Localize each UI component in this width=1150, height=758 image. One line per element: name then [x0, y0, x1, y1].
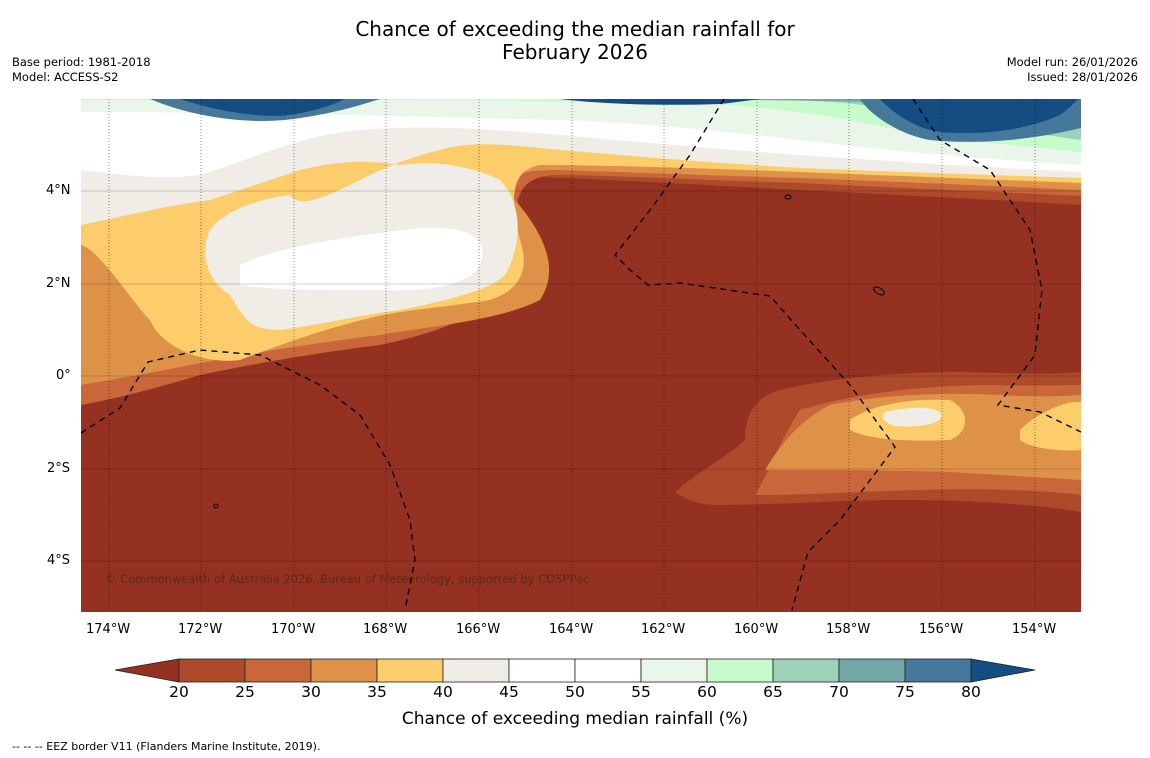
lat-label: 2°N: [46, 276, 71, 291]
lon-label: 154°W: [1012, 622, 1057, 637]
lat-label: 4°N: [46, 183, 71, 198]
colorbar-segment: [376, 658, 444, 683]
lat-label: 4°S: [47, 553, 71, 568]
colorbar-tick: 45: [499, 683, 519, 701]
meta-left: Base period: 1981-2018 Model: ACCESS-S2: [12, 55, 151, 85]
colorbar-segment: [640, 658, 708, 683]
lon-label: 164°W: [549, 622, 594, 637]
title-line-1: Chance of exceeding the median rainfall …: [355, 17, 795, 41]
colorbar-low-arrow: [114, 658, 180, 683]
lat-label: 0°: [56, 368, 71, 383]
colorbar-segment: [574, 658, 642, 683]
colorbar-tick: 55: [631, 683, 651, 701]
colorbar-segment: [706, 658, 774, 683]
colorbar: [114, 658, 1036, 683]
colorbar-segment: [838, 658, 906, 683]
lon-label: 170°W: [271, 622, 316, 637]
colorbar-tick: 35: [367, 683, 387, 701]
copyright-notice: © Commonwealth of Australia 2026, Bureau…: [105, 572, 590, 586]
colorbar-tick-labels: 20 25 30 35 40 45 50 55 60 65 70 75 80: [0, 683, 1150, 705]
colorbar-segment: [310, 658, 378, 683]
lon-label: 166°W: [456, 622, 501, 637]
colorbar-high-arrow: [970, 658, 1036, 683]
eez-footnote: -- -- -- EEZ border V11 (Flanders Marine…: [12, 740, 321, 753]
colorbar-label: Chance of exceeding median rainfall (%): [401, 709, 749, 729]
colorbar-tick: 30: [301, 683, 321, 701]
model-run: Model run: 26/01/2026: [1006, 55, 1138, 69]
issued-date: Issued: 28/01/2026: [1027, 70, 1138, 84]
lon-label: 158°W: [826, 622, 871, 637]
lon-label: 168°W: [363, 622, 408, 637]
lon-label: 174°W: [86, 622, 131, 637]
colorbar-tick: 20: [169, 683, 189, 701]
lon-label: 160°W: [734, 622, 779, 637]
meta-right: Model run: 26/01/2026 Issued: 28/01/2026: [1007, 55, 1138, 85]
colorbar-tick: 50: [565, 683, 585, 701]
colorbar-segment: [244, 658, 312, 683]
colorbar-tick: 25: [235, 683, 255, 701]
lat-label: 2°S: [47, 461, 71, 476]
colorbar-tick: 75: [895, 683, 915, 701]
title-line-2: February 2026: [502, 40, 648, 64]
colorbar-segment: [772, 658, 840, 683]
base-period: Base period: 1981-2018: [12, 55, 151, 69]
map-field: [81, 99, 1081, 612]
colorbar-segment: [178, 658, 246, 683]
colorbar-tick: 70: [829, 683, 849, 701]
lon-label: 162°W: [641, 622, 686, 637]
colorbar-segment: [904, 658, 972, 683]
colorbar-tick: 60: [697, 683, 717, 701]
colorbar-segment: [508, 658, 576, 683]
colorbar-tick: 40: [433, 683, 453, 701]
chart-title: Chance of exceeding the median rainfall …: [0, 18, 1150, 64]
colorbar-tick: 65: [763, 683, 783, 701]
colorbar-segment: [442, 658, 510, 683]
lon-label: 156°W: [919, 622, 964, 637]
colorbar-tick: 80: [961, 683, 981, 701]
model-name: Model: ACCESS-S2: [12, 70, 119, 84]
lon-label: 172°W: [178, 622, 223, 637]
